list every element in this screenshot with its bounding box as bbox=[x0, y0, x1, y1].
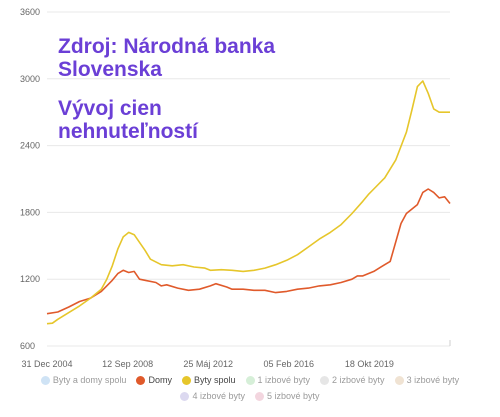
y-tick-label: 2400 bbox=[20, 141, 40, 151]
legend-row: 4 izbové byty 5 izbové byty bbox=[0, 391, 500, 401]
legend-item[interactable]: Byty a domy spolu bbox=[40, 375, 127, 385]
legend-label: 2 izbové byty bbox=[332, 375, 385, 385]
legend-swatch bbox=[394, 375, 404, 385]
x-tick-label: 05 Feb 2016 bbox=[264, 359, 315, 369]
y-tick-label: 3600 bbox=[20, 7, 40, 17]
series-lines bbox=[46, 80, 451, 325]
series-line-byty-spolu bbox=[46, 80, 450, 325]
y-tick-label: 3000 bbox=[20, 74, 40, 84]
y-tick-label: 1800 bbox=[20, 207, 40, 217]
legend-item[interactable]: Domy bbox=[136, 375, 172, 385]
legend-item[interactable]: 3 izbové byty bbox=[394, 375, 460, 385]
y-tick-label: 1200 bbox=[20, 274, 40, 284]
legend-swatch bbox=[245, 375, 255, 385]
legend-label: 1 izbové byty bbox=[257, 375, 311, 385]
legend-swatch bbox=[320, 375, 330, 385]
legend-swatch bbox=[181, 375, 191, 385]
legend-row: Byty a domy spolu Domy Byty spolu 1 izbové … bbox=[0, 375, 500, 385]
legend-swatch bbox=[40, 375, 50, 385]
legend-item[interactable]: 1 izbové byty bbox=[245, 375, 311, 385]
legend-swatch bbox=[255, 391, 264, 401]
chart-heading: Vývoj cien nehnuteľností bbox=[58, 97, 198, 143]
x-tick-label: 18 Okt 2019 bbox=[345, 359, 394, 369]
series-line-domy bbox=[46, 188, 451, 315]
legend-swatch bbox=[180, 391, 190, 401]
legend-item[interactable]: 4 izbové byty bbox=[180, 391, 245, 401]
source-caption: Zdroj: Národná banka Slovenska bbox=[58, 35, 276, 81]
legend-label: Byty spolu bbox=[193, 375, 236, 385]
legend-label: Domy bbox=[148, 375, 172, 385]
legend-label: 3 izbové byty bbox=[406, 375, 460, 385]
legend-item[interactable]: 5 izbové byty bbox=[255, 391, 320, 401]
x-tick-label: 25 Máj 2012 bbox=[183, 359, 233, 369]
axes: 600 1200 1800 2400 3000 3600 31 Dec 2004 12 Sep… bbox=[20, 7, 451, 369]
legend-item[interactable]: 2 izbové byty bbox=[320, 375, 385, 385]
legend-label: 5 izbové byty bbox=[267, 391, 320, 401]
legend-item[interactable]: Byty spolu bbox=[181, 375, 236, 385]
legend-label: 4 izbové byty bbox=[192, 391, 245, 401]
legend-label: Byty a domy spolu bbox=[52, 375, 127, 385]
x-tick-label: 31 Dec 2004 bbox=[21, 359, 72, 369]
y-tick-label: 600 bbox=[20, 341, 35, 351]
x-tick-label: 12 Sep 2008 bbox=[102, 359, 153, 369]
legend-swatch bbox=[136, 375, 146, 385]
